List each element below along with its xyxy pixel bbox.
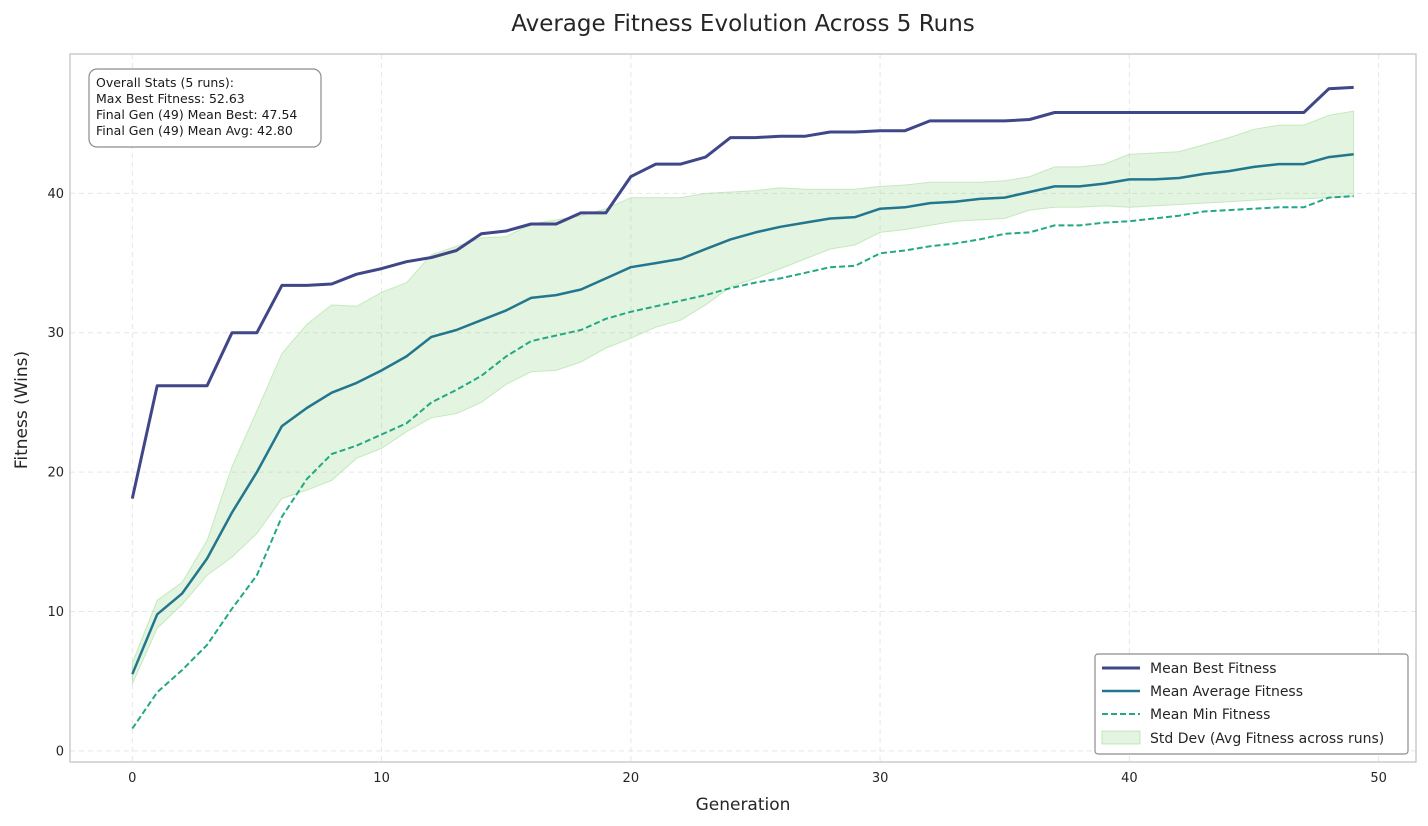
x-tick-label: 50 <box>1370 771 1387 786</box>
stats-line-3: Final Gen (49) Mean Best: 47.54 <box>96 107 297 122</box>
stats-box: Overall Stats (5 runs): Max Best Fitness… <box>88 68 322 148</box>
x-tick-label: 40 <box>1121 771 1138 786</box>
plot-frame <box>69 53 1417 763</box>
stats-box-frame <box>88 68 322 148</box>
y-tick-label: 30 <box>47 326 64 341</box>
y-tick-label: 10 <box>47 605 64 620</box>
legend-label-mean-min: Mean Min Fitness <box>1150 707 1270 723</box>
x-tick-label: 20 <box>623 771 640 786</box>
stats-line-1: Overall Stats (5 runs): <box>96 75 234 90</box>
legend-frame <box>1094 653 1409 755</box>
y-tick-label: 20 <box>47 466 64 481</box>
y-tick-label: 40 <box>47 187 64 202</box>
stats-line-2: Max Best Fitness: 52.63 <box>96 91 245 106</box>
y-tick-label: 0 <box>56 744 64 759</box>
x-tick-label: 10 <box>373 771 390 786</box>
chart-title: Average Fitness Evolution Across 5 Runs <box>511 11 975 37</box>
legend-swatch-std-dev <box>1101 730 1141 745</box>
x-tick-label: 30 <box>872 771 889 786</box>
legend-label-std-dev: Std Dev (Avg Fitness across runs) <box>1150 731 1384 747</box>
mean-average-line <box>131 153 1354 675</box>
x-axis-title: Generation <box>696 795 791 815</box>
y-axis-title: Fitness (Wins) <box>12 351 32 469</box>
grid <box>70 54 1416 762</box>
legend-label-mean-average: Mean Average Fitness <box>1150 684 1303 700</box>
legend-label-mean-best: Mean Best Fitness <box>1150 661 1277 677</box>
legend: Mean Best Fitness Mean Average Fitness M… <box>1094 653 1409 755</box>
mean-best-line <box>130 85 1354 499</box>
x-tick-label: 0 <box>128 771 136 786</box>
mean-min-line <box>131 195 1354 730</box>
tick-labels: 0 10 20 30 40 50 0 10 20 30 40 <box>47 187 1386 786</box>
series-layer <box>130 85 1354 730</box>
stats-line-4: Final Gen (49) Mean Avg: 42.80 <box>96 123 293 138</box>
